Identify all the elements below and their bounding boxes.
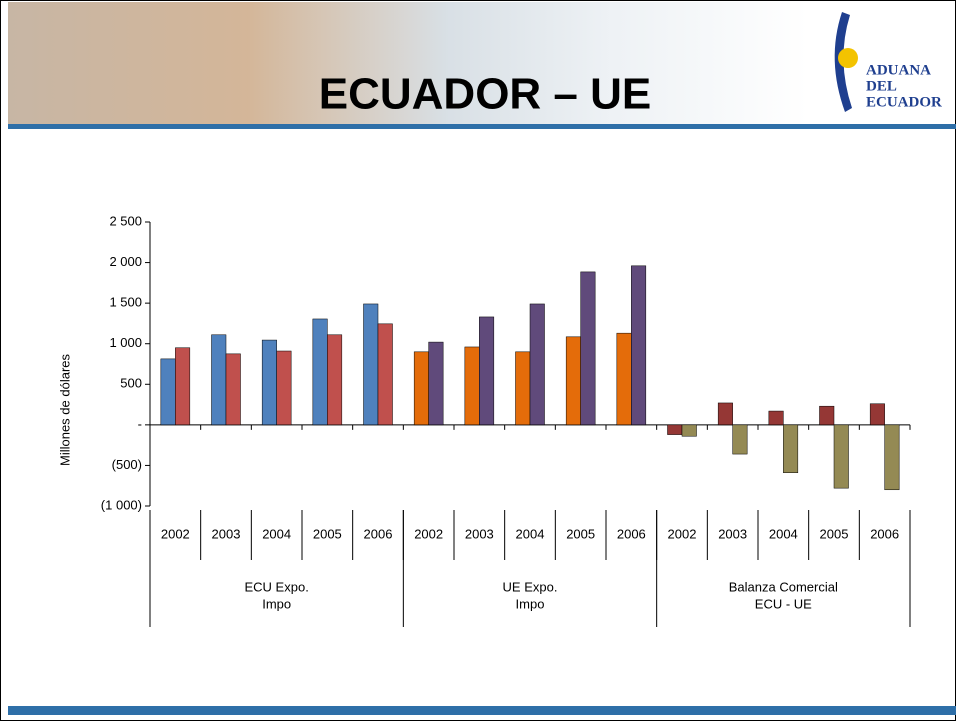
footer-band xyxy=(8,706,956,715)
group-label: UE Expo. xyxy=(503,579,558,594)
bar xyxy=(667,424,683,435)
bar xyxy=(225,353,241,426)
slide-title: ECUADOR – UE xyxy=(319,70,652,119)
bar xyxy=(312,318,328,426)
x-tick-label: 2004 xyxy=(516,526,545,541)
bar xyxy=(681,424,697,437)
bar xyxy=(211,334,227,426)
bar xyxy=(479,316,495,426)
bar xyxy=(160,358,176,426)
group-label: ECU - UE xyxy=(755,596,812,611)
x-tick-label: 2006 xyxy=(364,526,393,541)
y-axis-label: Millones de dólares xyxy=(57,354,72,467)
y-tick-label: 1 500 xyxy=(109,295,142,310)
bar xyxy=(580,271,596,426)
bar xyxy=(464,346,480,426)
bar xyxy=(377,323,393,426)
header-banner xyxy=(8,2,808,124)
y-tick-label: 2 500 xyxy=(109,213,142,228)
bar xyxy=(529,303,545,426)
x-tick-label: 2006 xyxy=(870,526,899,541)
bar xyxy=(884,424,900,491)
x-tick-label: 2005 xyxy=(313,526,342,541)
x-tick-label: 2002 xyxy=(414,526,443,541)
bar xyxy=(768,410,784,426)
bar xyxy=(783,424,799,473)
bar xyxy=(327,334,343,426)
bar xyxy=(833,424,849,489)
logo-text: ADUANA xyxy=(866,62,931,78)
logo-dot xyxy=(838,48,858,68)
bar xyxy=(732,424,748,455)
x-tick-label: 2004 xyxy=(769,526,798,541)
x-tick-label: 2005 xyxy=(820,526,849,541)
bar xyxy=(515,351,531,426)
y-tick-label: (500) xyxy=(112,457,142,472)
x-tick-label: 2004 xyxy=(262,526,291,541)
x-tick-label: 2003 xyxy=(718,526,747,541)
bar xyxy=(261,339,277,426)
group-label: Impo xyxy=(516,596,545,611)
bar xyxy=(717,402,733,426)
logo-text: DEL xyxy=(866,78,897,94)
y-tick-label: 2 000 xyxy=(109,254,142,269)
bar xyxy=(413,351,429,426)
bar xyxy=(616,332,632,426)
bar xyxy=(565,336,581,426)
header-line xyxy=(8,124,956,129)
group-label: Balanza Comercial xyxy=(729,579,838,594)
group-label: ECU Expo. xyxy=(245,579,309,594)
bar xyxy=(631,265,647,426)
x-tick-label: 2002 xyxy=(668,526,697,541)
x-tick-label: 2002 xyxy=(161,526,190,541)
bar xyxy=(363,303,379,426)
y-tick-label: (1 000) xyxy=(101,497,142,512)
y-tick-label: 1 000 xyxy=(109,335,142,350)
x-tick-label: 2003 xyxy=(212,526,241,541)
group-label: Impo xyxy=(262,596,291,611)
x-tick-label: 2006 xyxy=(617,526,646,541)
y-tick-label: - xyxy=(138,416,142,431)
bar xyxy=(428,341,444,426)
x-tick-label: 2003 xyxy=(465,526,494,541)
bar xyxy=(175,347,191,426)
logo-text: ECUADOR xyxy=(866,94,942,110)
y-tick-label: 500 xyxy=(120,376,142,391)
bar xyxy=(819,405,835,426)
bar xyxy=(276,350,292,426)
bar xyxy=(869,403,885,426)
x-tick-label: 2005 xyxy=(566,526,595,541)
